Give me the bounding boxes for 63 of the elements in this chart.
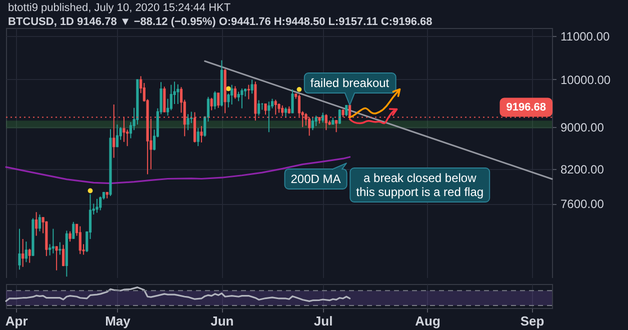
candlestick (163, 86, 166, 113)
candlestick (334, 120, 338, 133)
candlestick (214, 90, 216, 110)
candlestick (338, 108, 341, 125)
candlestick (284, 106, 288, 118)
candlestick (314, 115, 318, 127)
point (296, 86, 302, 92)
x-tick-label: Jun (210, 314, 234, 328)
candlestick (96, 198, 98, 214)
candlestick (264, 103, 267, 116)
candlestick (186, 114, 190, 131)
candlestick (196, 128, 200, 147)
candlestick (268, 101, 270, 133)
candlestick (62, 244, 65, 267)
point (88, 188, 93, 194)
x-tick-label: Sep (520, 314, 544, 328)
candlestick (278, 103, 280, 114)
candlestick (68, 230, 72, 242)
candlestick (247, 84, 250, 100)
candlestick (55, 246, 58, 271)
series-label: 200D MA (290, 172, 341, 186)
x-tick-label: May (105, 314, 132, 328)
point (226, 86, 231, 92)
candlestick (116, 124, 119, 148)
candlestick (176, 84, 180, 105)
candlestick (281, 104, 284, 117)
candlestick (72, 221, 75, 240)
candlestick (24, 241, 28, 263)
candlestick (217, 92, 220, 108)
candlestick (230, 84, 234, 105)
candlestick (99, 196, 102, 211)
candlestick (35, 212, 38, 236)
candlestick (257, 100, 260, 116)
candlestick (52, 228, 54, 254)
candlestick (38, 214, 42, 232)
candlestick (240, 88, 244, 109)
candlestick (18, 228, 21, 270)
candlestick (291, 88, 294, 114)
y-tick-label: 9000.00 (560, 120, 604, 135)
y-tick-label: 8200.00 (560, 162, 604, 177)
y-tick-label: 7600.00 (560, 197, 604, 212)
y-tick-label: 11000.00 (560, 30, 610, 44)
candlestick (311, 117, 314, 131)
line-series (5, 156, 351, 184)
x-tick-label: Aug (415, 314, 440, 328)
x-tick-label: Apr (5, 314, 28, 328)
chart-title: btotti9 published, July 10, 2020 15:24:44 HKT (8, 2, 231, 14)
candlestick (200, 126, 203, 143)
candlestick (322, 112, 324, 124)
candlestick (28, 248, 31, 264)
annotation: failed breakout (310, 76, 390, 90)
candlestick (250, 79, 254, 94)
chart-subtitle: BTCUSD, 1D 9146.78 ▼ −88.12 (−0.95%) O:9441.76 H:9448.50 L:9157.11 C:9196.68 (8, 16, 432, 28)
x-tick-label: Jul (314, 314, 333, 328)
y-tick-label: 10000.00 (560, 72, 611, 87)
annotation: a break closed below this support is a red flag (356, 171, 484, 199)
candlestick (210, 97, 213, 111)
candlestick (234, 86, 236, 100)
candlestick (22, 238, 24, 268)
candlestick (58, 242, 62, 256)
ref-line-label: 9196.68 (506, 101, 546, 114)
candlestick (274, 99, 277, 116)
candlestick (78, 226, 82, 255)
